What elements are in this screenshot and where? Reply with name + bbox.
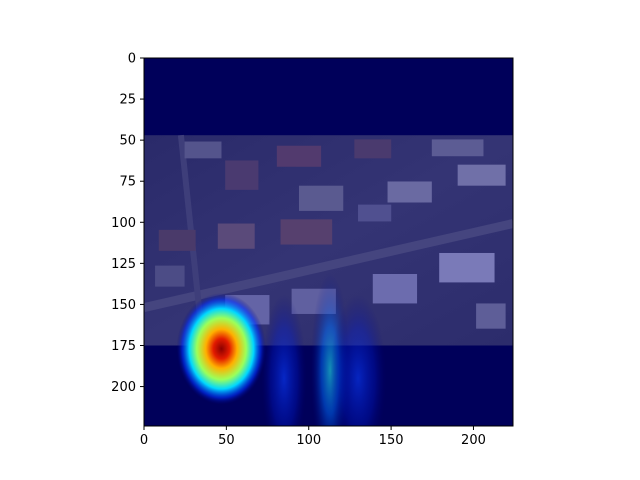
aerial-photo [144, 134, 513, 346]
y-tick-label: 200 [111, 380, 136, 395]
y-axis: 0 25 50 75 100 125 150 175 200 [111, 52, 144, 395]
y-tick-label: 25 [119, 93, 136, 108]
plot-area [144, 58, 513, 426]
y-tick-label: 125 [111, 257, 136, 272]
photo-roof [298, 185, 344, 211]
x-tick-label: 50 [218, 433, 235, 448]
photo-roof [217, 223, 255, 249]
photo-roof [354, 139, 392, 159]
x-tick-label: 150 [379, 433, 404, 448]
photo-roof [276, 145, 322, 167]
photo-roof [225, 160, 259, 190]
photo-roof [155, 265, 185, 287]
photo-roof [431, 139, 484, 157]
photo-roof [439, 252, 495, 283]
photo-roof [184, 141, 222, 159]
x-tick-label: 200 [461, 433, 486, 448]
y-tick-label: 150 [111, 298, 136, 313]
heatmap-hotspots [176, 272, 387, 426]
photo-roof [387, 181, 432, 203]
plot-frame [143, 57, 514, 427]
heatmap-hotspot [261, 294, 307, 426]
y-tick-label: 75 [119, 175, 136, 190]
y-tick-label: 0 [128, 52, 136, 67]
heatmap-hotspot [330, 294, 387, 426]
y-tick-label: 50 [119, 134, 136, 149]
photo-roof [280, 219, 333, 245]
photo-roof [476, 303, 506, 329]
y-tick-label: 175 [111, 339, 136, 354]
photo-roof [358, 204, 392, 222]
x-axis: 0 50 100 150 200 [140, 426, 486, 448]
x-tick-label: 0 [140, 433, 148, 448]
photo-roof [457, 164, 506, 186]
y-tick-label: 100 [111, 216, 136, 231]
heatmap-hotspot [176, 292, 267, 405]
photo-roof [372, 274, 418, 304]
photo-road [144, 219, 513, 313]
photo-roof [158, 229, 196, 251]
x-tick-label: 100 [296, 433, 321, 448]
